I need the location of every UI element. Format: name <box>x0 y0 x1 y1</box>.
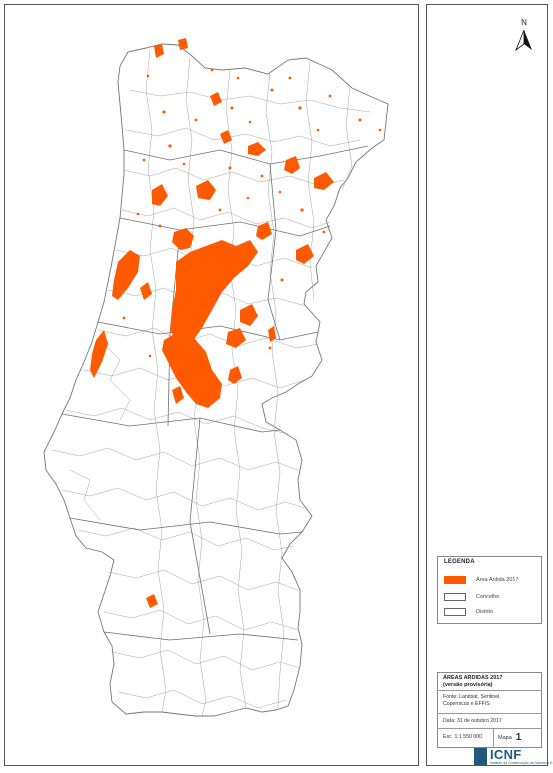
legend-title: LEGENDA <box>444 559 475 565</box>
map-title-subtitle: (versão provisória) <box>443 681 493 688</box>
legend-item-burned: Área Ardida 2017 <box>444 575 519 585</box>
distrito-swatch <box>444 608 466 616</box>
burned-area <box>210 92 222 106</box>
burned-area <box>296 244 314 264</box>
burned-area <box>220 130 232 144</box>
map-title: ÁREAS ARDIDAS 2017 (versão provisória) <box>443 675 539 688</box>
logo-name: ICNF <box>490 747 522 762</box>
side-panel <box>426 4 548 766</box>
logo-subtitle: Instituto da Conservação da Natureza e d… <box>490 761 553 765</box>
burned-area <box>228 366 242 384</box>
north-arrow-icon <box>515 29 532 52</box>
burned-area <box>240 304 258 326</box>
sources-line: Fonte: Landsat, Sentinel, <box>443 694 501 700</box>
burned-area <box>90 330 108 378</box>
burned-area <box>172 386 184 404</box>
map-number-value: 1 <box>515 732 522 743</box>
info-box <box>437 672 542 748</box>
burned-area <box>154 44 164 58</box>
burned-area <box>226 328 246 348</box>
burned-area <box>314 172 334 190</box>
north-arrow: N <box>514 18 534 54</box>
legend-label: Distrito <box>476 609 494 615</box>
burned-area <box>178 38 188 50</box>
north-label: N <box>521 18 527 27</box>
legend-item-concelho: Concelho <box>444 592 499 602</box>
info-divider <box>437 728 542 729</box>
legend-box <box>437 556 542 624</box>
concelho-swatch <box>444 593 466 601</box>
info-divider <box>437 690 542 691</box>
burned-area <box>146 594 158 608</box>
map-date: Data: 31 de outubro 2017 <box>443 718 502 724</box>
map-frame <box>4 4 419 766</box>
legend-item-distrito: Distrito <box>444 607 493 617</box>
sources-line: Copernicus e EFFIS <box>443 701 490 707</box>
legend-label: Concelho <box>476 594 500 600</box>
burned-area <box>268 326 276 342</box>
burned-area <box>140 282 152 300</box>
icnf-logo-icon <box>474 748 487 765</box>
info-divider <box>493 728 494 748</box>
burned-area <box>172 228 194 250</box>
map-number: Mapa 1 <box>498 732 521 743</box>
map-number-label: Mapa <box>498 734 512 741</box>
burned-areas <box>90 38 334 608</box>
sources-text: Fonte: Landsat, Sentinel, Copernicus e E… <box>443 694 539 708</box>
burned-swatch <box>444 576 466 584</box>
burned-specks <box>122 68 382 358</box>
map-title-main: ÁREAS ARDIDAS 2017 <box>443 675 503 681</box>
burned-area <box>152 184 168 206</box>
map-scale: Esc. 1:1 550 000 <box>443 734 482 740</box>
icnf-logo: ICNF Instituto da Conservação da Naturez… <box>474 747 553 768</box>
burned-area <box>248 142 266 156</box>
burned-area <box>206 256 216 278</box>
burned-area <box>284 156 300 174</box>
legend-label: Área Ardida 2017 <box>476 577 519 583</box>
burned-area <box>112 250 140 300</box>
burned-area <box>196 180 216 200</box>
burned-area <box>170 240 258 344</box>
info-divider <box>437 713 542 714</box>
burned-area <box>256 222 272 240</box>
burned-area <box>162 332 222 408</box>
